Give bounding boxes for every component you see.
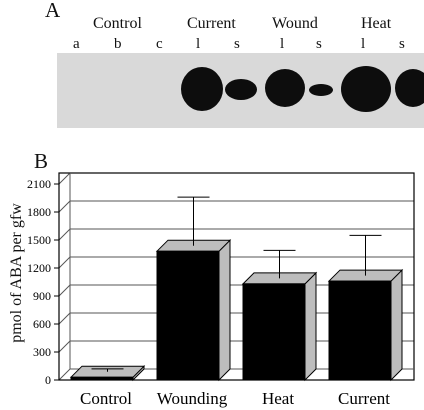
gridline-connector [58, 200, 71, 213]
x-category-label: Heat [262, 389, 294, 408]
blot-band-current-l [181, 67, 223, 111]
group-label-heat: Heat [361, 15, 392, 32]
bar-side-face [390, 268, 403, 382]
bar [242, 283, 306, 381]
y-tick-label: 1800 [27, 205, 51, 219]
gridline-connector [58, 228, 71, 241]
lane-label-c: c [156, 36, 163, 52]
bar [70, 376, 134, 381]
x-category-label: Current [338, 389, 390, 408]
lane-label-wound-l: l [280, 36, 285, 52]
gridline-connector [58, 368, 71, 381]
lane-label-current-s: s [234, 36, 240, 52]
lane-label-b: b [114, 36, 122, 52]
panel-a-label: A [45, 0, 61, 22]
lane-label-heat-s: s [399, 36, 405, 52]
blot-band-heat-l [341, 66, 391, 112]
y-tick-label: 1500 [27, 233, 51, 247]
lane-label-a: a [73, 36, 80, 52]
gridline-connector [58, 284, 71, 297]
blot-band-current-s [225, 79, 257, 100]
bar-side-face [218, 238, 231, 382]
y-tick-label: 600 [33, 317, 51, 331]
western-blot-image [57, 53, 424, 128]
blot-band-heat-s [395, 69, 424, 107]
plot-frame [58, 172, 415, 381]
gridline-connector [58, 312, 71, 325]
x-category-label: Control [80, 389, 132, 408]
gridline-connector [58, 340, 71, 353]
bar-side-face [304, 271, 317, 382]
y-tick-label: 2100 [27, 177, 51, 191]
group-label-wound: Wound [272, 15, 318, 32]
lane-label-current-l: l [196, 36, 201, 52]
y-tick-label: 1200 [27, 261, 51, 275]
y-tick-label: 0 [45, 373, 51, 387]
blot-band-wound-s [309, 84, 333, 96]
gridline-connector [58, 172, 71, 185]
lane-label-wound-s: s [316, 36, 322, 52]
gridline-connector [58, 256, 71, 269]
lane-label-heat-l: l [361, 36, 366, 52]
panel-b-label: B [34, 149, 49, 173]
blot-band-wound-l [265, 69, 305, 107]
group-label-control: Control [93, 15, 142, 32]
x-category-label: Wounding [157, 389, 228, 408]
group-label-current: Current [187, 15, 236, 32]
bar [328, 280, 392, 381]
y-tick-label: 300 [33, 345, 51, 359]
bar [156, 250, 220, 381]
y-tick-label: 900 [33, 289, 51, 303]
